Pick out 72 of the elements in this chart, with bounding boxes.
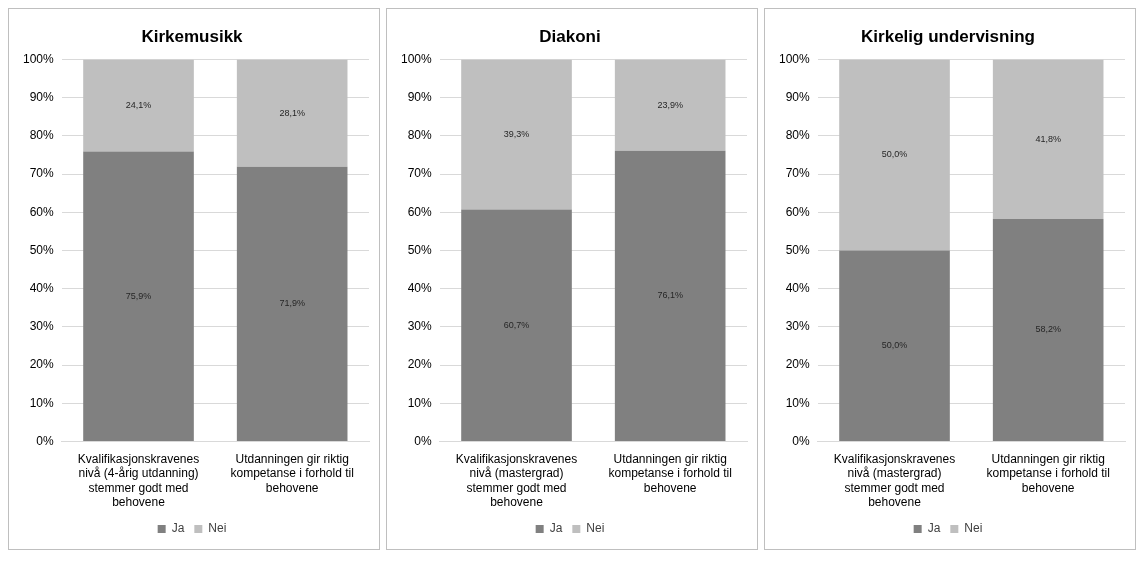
- bar: [83, 59, 194, 152]
- bar: [236, 166, 348, 441]
- data-label: 58,2%: [1035, 324, 1061, 335]
- bar: [236, 59, 348, 167]
- chart-title: Diakoni: [539, 26, 601, 46]
- bar: [992, 219, 1104, 441]
- y-tick-label: 90%: [785, 89, 811, 104]
- y-tick-label: 0%: [36, 433, 55, 448]
- data-label: 76,1%: [657, 290, 683, 301]
- y-tick-label: 50%: [785, 242, 811, 257]
- y-tick-label: 30%: [29, 319, 55, 334]
- x-tick-label: Kvalifikasjonskravenes nivå (mastergrad) stemmer godt med behovene: [455, 451, 578, 510]
- data-label: 24,1%: [125, 99, 152, 110]
- x-tick-label: Kvalifikasjonskravenes nivå (4-årig utdanning) stemmer godt med behovene: [77, 451, 200, 510]
- data-label: 75,9%: [125, 290, 152, 301]
- data-label: 71,9%: [279, 298, 305, 309]
- data-label: 41,8%: [1035, 133, 1061, 144]
- legend-label: Nei: [586, 521, 605, 536]
- y-tick-label: 60%: [29, 204, 55, 219]
- y-tick-label: 100%: [400, 51, 433, 66]
- bar: [614, 150, 726, 441]
- y-tick-label: 10%: [29, 395, 55, 410]
- x-tick-label: Kvalifikasjonskravenes nivå (mastergrad) stemmer godt med behovene: [833, 451, 956, 510]
- y-tick-label: 50%: [407, 242, 433, 257]
- data-label: 23,9%: [657, 99, 683, 110]
- y-tick-label: 30%: [785, 319, 811, 334]
- y-tick-label: 10%: [407, 395, 433, 410]
- x-tick-label: Utdanningen gir riktig kompetanse i forhold til behovene: [608, 451, 732, 495]
- data-label: 50,0%: [881, 149, 908, 160]
- y-tick-label: 40%: [785, 280, 811, 295]
- y-tick-label: 70%: [785, 166, 811, 181]
- y-tick-label: 0%: [792, 433, 811, 448]
- y-tick-label: 20%: [29, 357, 55, 372]
- y-tick-label: 60%: [407, 204, 433, 219]
- chart-title: Kirkelig undervisning: [861, 26, 1035, 46]
- data-label: 28,1%: [279, 107, 305, 118]
- bar: [461, 209, 572, 441]
- x-tick-label: Utdanningen gir riktig kompetanse i forhold til behovene: [230, 451, 354, 495]
- y-tick-label: 90%: [407, 89, 433, 104]
- y-tick-label: 40%: [29, 280, 55, 295]
- data-label: 60,7%: [503, 319, 530, 330]
- bar: [461, 59, 572, 210]
- y-tick-label: 100%: [22, 51, 55, 66]
- legend-label: Nei: [208, 521, 227, 536]
- y-tick-label: 30%: [407, 319, 433, 334]
- legend-label: Ja: [171, 521, 185, 536]
- legend-label: Nei: [964, 521, 983, 536]
- y-tick-label: 60%: [785, 204, 811, 219]
- y-tick-label: 80%: [785, 128, 811, 143]
- data-label: 39,3%: [503, 128, 530, 139]
- y-tick-label: 100%: [778, 51, 811, 66]
- bar: [614, 59, 726, 151]
- bar: [83, 151, 194, 441]
- y-tick-label: 20%: [407, 357, 433, 372]
- y-tick-label: 10%: [785, 395, 811, 410]
- y-tick-label: 70%: [29, 166, 55, 181]
- x-tick-label: Utdanningen gir riktig kompetanse i forhold til behovene: [986, 451, 1110, 495]
- y-tick-label: 20%: [785, 357, 811, 372]
- chart-title: Kirkemusikk: [141, 26, 244, 46]
- y-tick-label: 90%: [29, 89, 55, 104]
- y-tick-label: 50%: [29, 242, 55, 257]
- legend-label: Ja: [927, 521, 941, 536]
- y-tick-label: 40%: [407, 280, 433, 295]
- data-label: 50,0%: [881, 340, 908, 351]
- bar: [839, 59, 950, 251]
- legend-label: Ja: [549, 521, 563, 536]
- bar: [839, 250, 950, 441]
- y-tick-label: 0%: [414, 433, 433, 448]
- y-tick-label: 70%: [407, 166, 433, 181]
- y-tick-label: 80%: [407, 128, 433, 143]
- y-tick-label: 80%: [29, 128, 55, 143]
- bar: [992, 59, 1104, 220]
